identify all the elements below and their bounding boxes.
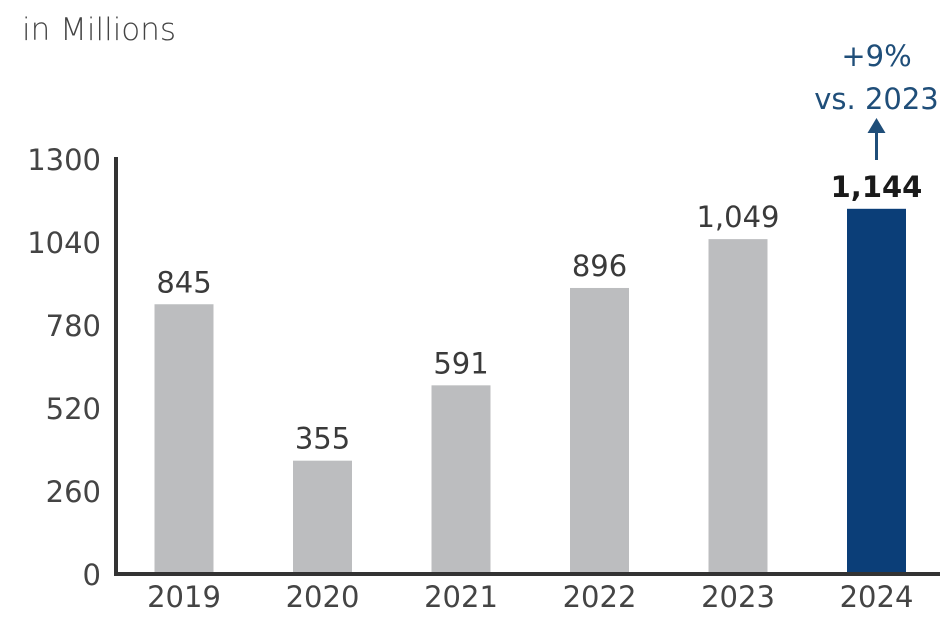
data-label-2024: 1,144 [831,170,923,204]
annotation-percent: +9% [841,39,911,73]
y-tick-label: 1040 [27,226,101,260]
x-tick-label: 2023 [701,580,775,614]
x-axis-ticks: 2019 2020 2021 2022 2023 2024 [147,580,913,614]
x-tick-label: 2020 [286,580,360,614]
bar-2019 [154,304,214,574]
data-label-2020: 355 [295,422,350,456]
unit-label: in Millions [22,12,176,48]
growth-annotation: +9% vs. 2023 [814,39,939,160]
bar-2022 [570,287,629,574]
data-label-2023: 1,049 [696,200,779,234]
y-tick-label: 780 [46,309,101,343]
bars [154,208,906,575]
data-label-2019: 845 [156,265,211,299]
x-tick-label: 2021 [424,580,498,614]
data-label-2021: 591 [433,346,488,380]
bar-2024 [847,208,906,575]
y-tick-label: 260 [46,475,101,509]
x-tick-label: 2019 [147,580,221,614]
y-tick-label: 0 [83,558,101,592]
y-tick-label: 520 [46,392,101,426]
y-axis-ticks: 0 260 520 780 1040 1300 [27,143,101,592]
arrow-head-icon [867,118,886,133]
data-label-2022: 896 [572,249,627,283]
bar-2023 [708,239,768,574]
data-labels: 845 355 591 896 1,049 1,144 [156,170,922,456]
annotation-comparison: vs. 2023 [814,82,939,116]
bar-2020 [293,460,352,574]
x-tick-label: 2024 [840,580,914,614]
y-tick-label: 1300 [27,143,101,177]
x-tick-label: 2022 [563,580,637,614]
bar-2021 [431,385,491,574]
